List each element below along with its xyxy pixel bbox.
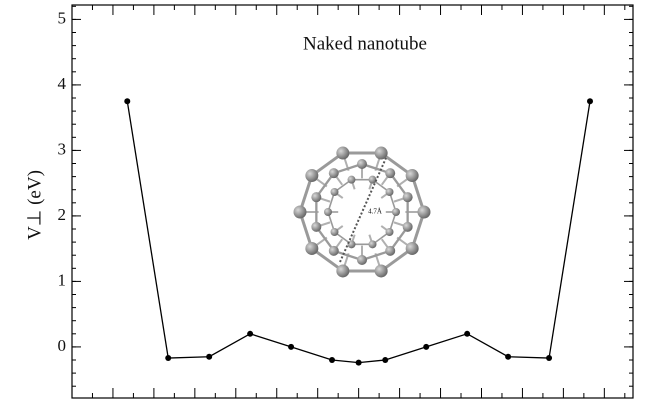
atom xyxy=(311,222,321,232)
chart: Naked nanotube 4.7Å V⊥ (eV) 0 1 2 3 4 5 xyxy=(0,0,646,404)
atom xyxy=(330,228,338,236)
atom xyxy=(294,206,307,219)
atom xyxy=(403,222,413,232)
atom xyxy=(385,168,395,178)
atom xyxy=(392,208,400,216)
atom xyxy=(406,242,419,255)
nanotube-illustration xyxy=(294,147,431,278)
y-axis-label: V⊥ (eV) xyxy=(24,170,45,240)
atom xyxy=(406,169,419,182)
data-point xyxy=(587,98,593,104)
atom xyxy=(357,255,367,265)
atom xyxy=(336,147,349,160)
data-point xyxy=(165,355,171,361)
data-point xyxy=(464,331,470,337)
atom xyxy=(418,206,431,219)
atom xyxy=(311,192,321,202)
y-tick-label: 1 xyxy=(58,270,67,289)
y-tick-label: 2 xyxy=(58,205,67,224)
atom xyxy=(369,176,377,184)
atom xyxy=(375,264,388,277)
atom xyxy=(330,188,338,196)
data-point xyxy=(124,98,130,104)
inset-label: 4.7Å xyxy=(368,208,382,216)
y-tick-label: 5 xyxy=(58,8,67,27)
atom xyxy=(336,264,349,277)
atom xyxy=(329,246,339,256)
atom xyxy=(347,240,355,248)
data-point xyxy=(382,357,388,363)
atom xyxy=(386,188,394,196)
y-tick-label: 0 xyxy=(58,336,67,355)
data-point xyxy=(288,344,294,350)
atom xyxy=(347,176,355,184)
y-tick-label: 4 xyxy=(58,74,67,93)
data-point xyxy=(329,357,335,363)
atom xyxy=(357,159,367,169)
data-point xyxy=(423,344,429,350)
atom xyxy=(385,246,395,256)
data-point xyxy=(206,354,212,360)
atom xyxy=(375,147,388,160)
atom xyxy=(386,228,394,236)
atom xyxy=(403,192,413,202)
atom xyxy=(329,168,339,178)
atom xyxy=(305,242,318,255)
atom xyxy=(305,169,318,182)
annotation: Naked nanotube xyxy=(303,33,427,54)
data-point xyxy=(247,331,253,337)
atom xyxy=(369,240,377,248)
data-point xyxy=(546,355,552,361)
y-tick-label: 3 xyxy=(58,139,67,158)
atom xyxy=(324,208,332,216)
data-point xyxy=(505,354,511,360)
data-point xyxy=(356,360,362,366)
